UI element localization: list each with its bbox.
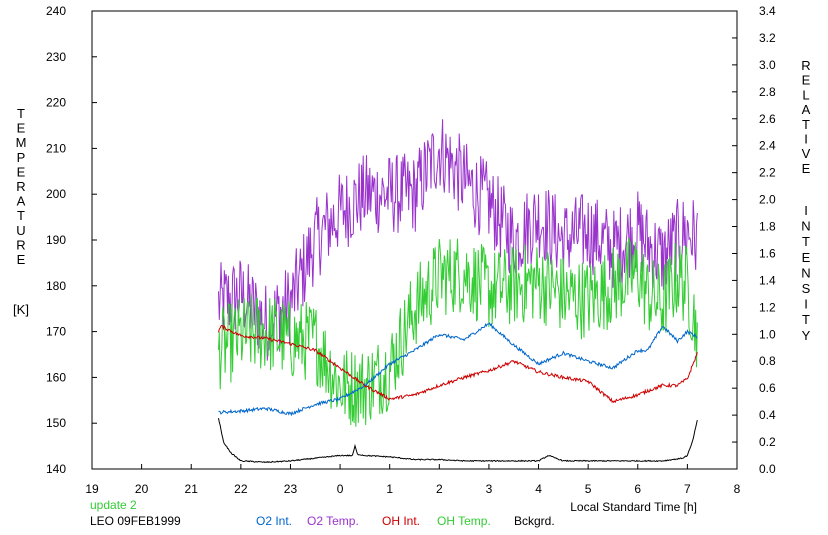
series-line-oh-int (218, 324, 698, 404)
left-axis-tick-label: 160 (46, 370, 66, 384)
series-line-o2-int (218, 322, 698, 417)
right-axis-tick-label: 0.8 (759, 354, 776, 368)
right-axis-title-letter: S (802, 281, 811, 296)
x-axis-tick-label: 23 (284, 482, 298, 496)
right-axis-tick-label: 0.2 (759, 435, 776, 449)
series-line-o2-temp (218, 119, 698, 361)
left-axis-tick-label: 240 (46, 4, 66, 18)
left-axis-tick-label: 210 (46, 141, 66, 155)
series-layer (218, 119, 698, 464)
right-axis-tick-label: 0.4 (759, 408, 776, 422)
x-axis-tick-label: 19 (85, 482, 99, 496)
right-axis-tick-label: 3.4 (759, 4, 776, 18)
x-axis-title: Local Standard Time [h] (570, 500, 697, 514)
left-axis-title-letter: E (17, 121, 26, 136)
right-axis-title-letter: E (802, 250, 811, 265)
right-axis-title-letter: I (804, 132, 808, 147)
right-axis-title-letter: V (802, 146, 811, 161)
right-axis-tick-label: 2.6 (759, 112, 776, 126)
left-axis-tick-label: 200 (46, 187, 66, 201)
left-axis-tick-label: 170 (46, 325, 66, 339)
left-axis-tick-label: 140 (46, 462, 66, 476)
right-axis-title-letter: Y (802, 328, 811, 343)
left-axis-tick-label: 220 (46, 96, 66, 110)
left-axis-title-letter: T (17, 106, 25, 121)
right-axis-tick-label: 1.2 (759, 300, 776, 314)
left-axis-unit: [K] (13, 302, 29, 317)
right-axis-tick-label: 2.2 (759, 166, 776, 180)
right-axis-title-letter: E (802, 161, 811, 176)
left-axis-tick-label: 230 (46, 50, 66, 64)
left-axis-tick-label: 190 (46, 233, 66, 247)
x-axis-tick-label: 2 (436, 482, 443, 496)
legend-item-bckgrd: Bckgrd. (514, 514, 555, 528)
right-axis-title-letter: I (804, 297, 808, 312)
legend-item-o2-temp: O2 Temp. (307, 514, 359, 528)
right-axis-title-letter: I (804, 203, 808, 218)
right-axis-tick-label: 2.0 (759, 193, 776, 207)
left-axis-title-letter: T (17, 208, 25, 223)
left-axis-title-letter: R (16, 179, 25, 194)
right-axis-title-letter: E (802, 73, 811, 88)
right-axis-tick-label: 0.0 (759, 462, 776, 476)
x-axis-tick-label: 21 (185, 482, 199, 496)
left-axis-title-letter: E (17, 164, 26, 179)
x-axis-tick-label: 6 (634, 482, 641, 496)
station-date-text: LEO 09FEB1999 (90, 514, 181, 528)
right-axis-tick-label: 2.8 (759, 85, 776, 99)
left-axis-title-letter: R (16, 237, 25, 252)
left-axis-tick-label: 180 (46, 279, 66, 293)
x-axis-tick-label: 4 (535, 482, 542, 496)
right-axis-tick-label: 1.6 (759, 246, 776, 260)
series-line-oh-temp (218, 238, 698, 427)
left-axis-title-letter: U (16, 223, 25, 238)
right-axis-tick-label: 1.0 (759, 327, 776, 341)
right-axis-title-letter: N (801, 265, 810, 280)
x-axis-tick-label: 22 (234, 482, 248, 496)
axes-group (91, 10, 738, 470)
left-axis-title-letter: P (17, 150, 26, 165)
legend-item-oh-temp: OH Temp. (437, 514, 491, 528)
right-axis-title-letter: A (802, 102, 811, 117)
left-axis-title-letter: A (17, 194, 26, 209)
axis-label-layer: 1401501601701801902002102202302400.00.20… (13, 4, 811, 514)
right-axis-tick-label: 1.8 (759, 220, 776, 234)
series-line-bckgrd (218, 418, 698, 464)
right-axis-title-letter: L (802, 87, 809, 102)
right-axis-title-letter: T (802, 312, 810, 327)
x-axis-tick-label: 7 (684, 482, 691, 496)
right-axis-title-letter: T (802, 234, 810, 249)
right-axis-tick-label: 1.4 (759, 273, 776, 287)
x-axis-tick-label: 5 (585, 482, 592, 496)
right-axis-title-letter: N (801, 219, 810, 234)
right-axis-tick-label: 3.0 (759, 58, 776, 72)
legend-item-o2-int: O2 Int. (256, 514, 293, 528)
right-axis-title-letter: R (801, 58, 810, 73)
left-axis-title-letter: E (17, 252, 26, 267)
x-axis-tick-label: 3 (486, 482, 493, 496)
left-axis-title-letter: M (16, 135, 27, 150)
x-axis-tick-label: 20 (135, 482, 149, 496)
right-axis-tick-label: 0.6 (759, 381, 776, 395)
x-axis-tick-label: 0 (337, 482, 344, 496)
right-axis-tick-label: 3.2 (759, 31, 776, 45)
right-axis-tick-label: 2.4 (759, 139, 776, 153)
right-axis-title-letter: T (802, 117, 810, 132)
left-axis-tick-label: 150 (46, 416, 66, 430)
x-axis-tick-label: 1 (386, 482, 393, 496)
legend-item-oh-int: OH Int. (382, 514, 421, 528)
x-axis-tick-label: 8 (734, 482, 741, 496)
update-text: update 2 (90, 498, 137, 512)
